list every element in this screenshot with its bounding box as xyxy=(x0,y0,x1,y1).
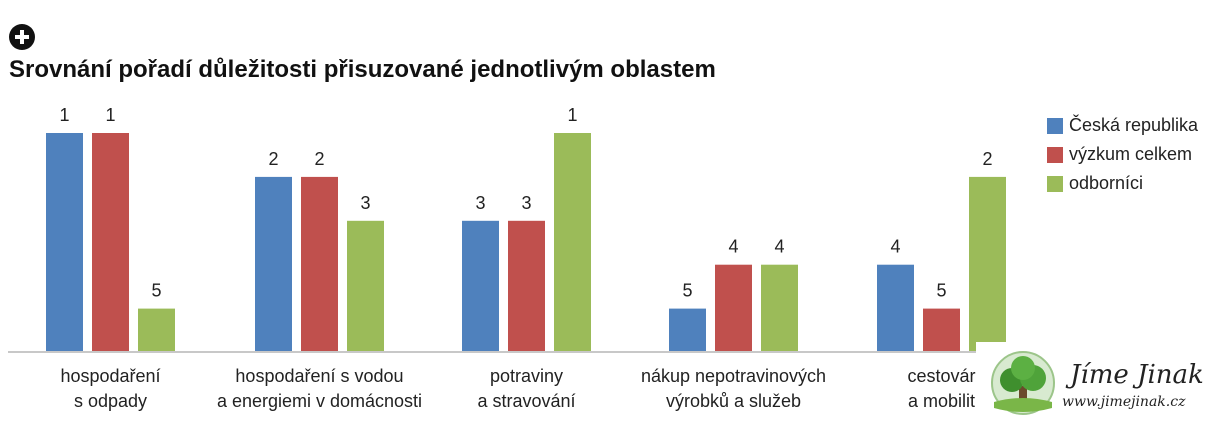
data-label: 4 xyxy=(728,237,738,257)
category-label: potraviny xyxy=(490,366,563,386)
legend: Česká republika výzkum celkem odborníci xyxy=(1047,111,1198,198)
category-label: nákup nepotravinových xyxy=(641,366,826,386)
logo: Jíme Jinak www.jimejinak.cz xyxy=(976,342,1224,424)
bar xyxy=(301,176,338,352)
legend-item: odborníci xyxy=(1047,169,1198,198)
data-label: 3 xyxy=(521,193,531,213)
legend-label: odborníci xyxy=(1069,173,1144,193)
legend-item: Česká republika xyxy=(1047,111,1198,140)
bar xyxy=(715,264,752,352)
legend-swatch xyxy=(1047,175,1063,192)
legend-label: Česká republika xyxy=(1069,115,1199,135)
bar xyxy=(669,308,706,352)
bar xyxy=(462,220,499,352)
category-label: cestovár xyxy=(907,366,975,386)
category-label: hospodaření xyxy=(60,366,160,386)
data-label: 4 xyxy=(774,237,784,257)
data-label: 2 xyxy=(314,149,324,169)
plus-circle-icon xyxy=(9,24,35,50)
data-label: 1 xyxy=(59,105,69,125)
category-label: a energiemi v domácnosti xyxy=(217,391,422,411)
bar xyxy=(554,133,591,352)
bar xyxy=(92,133,129,352)
data-label: 3 xyxy=(360,193,370,213)
logo-name: Jíme Jinak xyxy=(1070,360,1204,390)
bar xyxy=(255,176,292,352)
legend-label: výzkum celkem xyxy=(1069,144,1193,164)
bar xyxy=(138,308,175,352)
category-label: hospodaření s vodou xyxy=(235,366,403,386)
data-label: 4 xyxy=(890,237,900,257)
data-label: 5 xyxy=(682,281,692,301)
bar xyxy=(347,220,384,352)
tree-icon xyxy=(991,351,1055,415)
logo-url: www.jimejinak.cz xyxy=(1062,394,1186,410)
data-label: 5 xyxy=(936,281,946,301)
category-label: a mobilit xyxy=(908,391,975,411)
data-label: 2 xyxy=(982,149,992,169)
bar xyxy=(877,264,914,352)
bar xyxy=(508,220,545,352)
bar xyxy=(46,133,83,352)
legend-swatch xyxy=(1047,117,1063,134)
legend-swatch xyxy=(1047,146,1063,163)
data-label: 5 xyxy=(151,281,161,301)
legend-item: výzkum celkem xyxy=(1047,140,1198,169)
category-label: výrobků a služeb xyxy=(666,391,801,411)
data-label: 2 xyxy=(268,149,278,169)
data-label: 1 xyxy=(567,105,577,125)
category-label: s odpady xyxy=(74,391,147,411)
chart-title: Srovnání pořadí důležitosti přisuzované … xyxy=(9,56,716,83)
bar xyxy=(923,308,960,352)
category-label: a stravování xyxy=(477,391,575,411)
bar xyxy=(969,176,1006,352)
data-label: 3 xyxy=(475,193,485,213)
bar xyxy=(761,264,798,352)
data-label: 1 xyxy=(105,105,115,125)
